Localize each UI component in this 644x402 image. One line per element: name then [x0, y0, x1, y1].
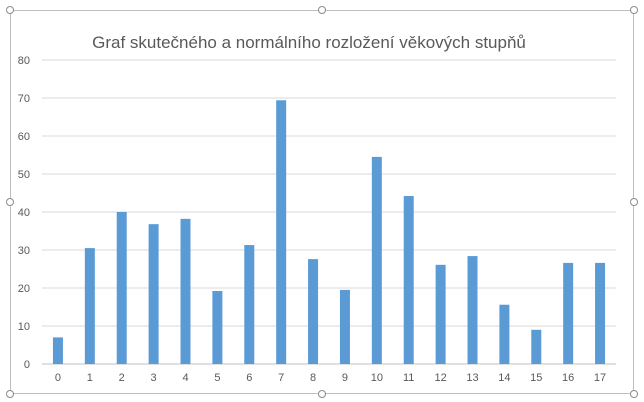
y-tick-label: 10	[18, 321, 30, 333]
x-tick-label: 13	[466, 372, 478, 384]
bars	[52, 100, 606, 364]
bar[interactable]	[595, 262, 606, 364]
bar[interactable]	[212, 291, 223, 364]
bar[interactable]	[371, 156, 382, 364]
y-tick-label: 20	[18, 283, 30, 295]
x-tick-label: 10	[371, 372, 383, 384]
bar-chart: Graf skutečného a normálního rozložení v…	[18, 33, 616, 384]
bar[interactable]	[403, 196, 414, 364]
resize-handle-bottom-left[interactable]	[6, 390, 14, 398]
bar[interactable]	[244, 245, 255, 364]
x-tick-label: 7	[278, 372, 284, 384]
resize-handle-top[interactable]	[318, 6, 326, 14]
bar[interactable]	[148, 224, 159, 364]
bar[interactable]	[531, 329, 542, 364]
y-tick-label: 0	[24, 359, 30, 371]
y-axis-tick-labels: 0 10 20 30 40 50 60 70 80	[18, 55, 30, 371]
y-tick-label: 50	[18, 169, 30, 181]
bar[interactable]	[467, 256, 478, 364]
x-tick-label: 6	[246, 372, 252, 384]
bar[interactable]	[84, 248, 95, 364]
gridlines	[42, 59, 616, 365]
bar[interactable]	[435, 264, 446, 364]
x-tick-label: 16	[562, 372, 574, 384]
x-tick-label: 0	[55, 372, 61, 384]
x-tick-label: 2	[119, 372, 125, 384]
x-axis-tick-labels: 0 1 2 3 4 5 6 7 8 9 10 11 12 13 14 15 16 17	[55, 372, 606, 384]
bar[interactable]	[339, 289, 350, 364]
bar[interactable]	[180, 218, 191, 364]
resize-handle-bottom-right[interactable]	[630, 390, 638, 398]
resize-handle-bottom[interactable]	[318, 390, 326, 398]
chart-title: Graf skutečného a normálního rozložení v…	[92, 33, 526, 52]
resize-handle-right[interactable]	[630, 198, 638, 206]
y-tick-label: 30	[18, 245, 30, 257]
y-tick-label: 70	[18, 93, 30, 105]
x-tick-label: 17	[594, 372, 606, 384]
bar[interactable]	[116, 212, 127, 364]
x-tick-label: 12	[434, 372, 446, 384]
resize-handle-top-left[interactable]	[6, 6, 14, 14]
x-tick-label: 1	[87, 372, 93, 384]
bar[interactable]	[563, 262, 574, 364]
x-tick-label: 15	[530, 372, 542, 384]
bar[interactable]	[499, 304, 510, 364]
x-tick-label: 4	[182, 372, 188, 384]
x-tick-label: 5	[214, 372, 220, 384]
x-tick-label: 8	[310, 372, 316, 384]
y-tick-label: 40	[18, 207, 30, 219]
bar[interactable]	[308, 259, 319, 364]
resize-handle-top-right[interactable]	[630, 6, 638, 14]
y-tick-label: 60	[18, 131, 30, 143]
y-tick-label: 80	[18, 55, 30, 67]
clipped-toolbar-strip	[30, 0, 420, 6]
resize-handle-left[interactable]	[6, 198, 14, 206]
bar[interactable]	[276, 100, 287, 364]
x-tick-label: 14	[498, 372, 510, 384]
x-tick-label: 11	[403, 372, 414, 384]
chart-area[interactable]: Graf skutečného a normálního rozložení v…	[10, 10, 634, 394]
x-tick-label: 3	[151, 372, 157, 384]
bar[interactable]	[52, 337, 63, 364]
x-tick-label: 9	[342, 372, 348, 384]
